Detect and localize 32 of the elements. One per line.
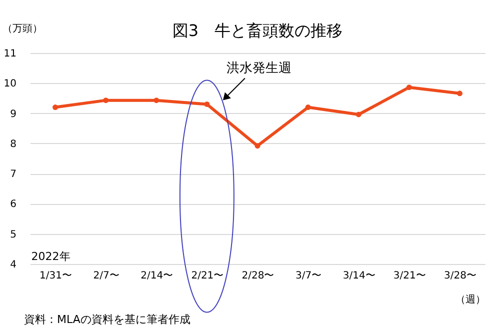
chart-title: 図3 牛と畜頭数の推移 [172, 21, 343, 40]
y-tick-label: 11 [4, 48, 16, 60]
x-tick-label: 3/21〜 [393, 270, 426, 282]
y-tick-label: 7 [10, 169, 16, 180]
y-tick-label: 5 [10, 229, 16, 240]
y-tick-label: 6 [10, 199, 16, 210]
y-tick-label: 8 [10, 138, 16, 150]
x-tick-label: 1/31〜 [40, 270, 72, 282]
point [406, 84, 412, 90]
x-tick-label: 3/28〜 [444, 270, 476, 282]
y-tick-label: 10 [4, 78, 16, 90]
annotation: 2022年 [31, 249, 70, 264]
point [305, 104, 311, 110]
x-tick-label: 2/14〜 [140, 270, 174, 282]
point [254, 143, 260, 149]
x-tick-label: 2/7〜 [93, 270, 120, 282]
y-axis-title: （万頭） [2, 24, 42, 34]
point [52, 104, 58, 110]
point [204, 102, 210, 107]
x-axis-title: （週） [456, 294, 486, 306]
text: 資料：MLAの資料を基に筆者作成 [24, 312, 190, 327]
x-tick-label: 2/21〜 [191, 270, 224, 282]
point [356, 112, 362, 118]
y-tick-label: 4 [10, 260, 16, 270]
y-tick-label: 9 [10, 108, 16, 120]
x-tick-label: 3/7〜 [296, 270, 322, 282]
x-tick-label: 3/14〜 [342, 270, 376, 282]
annotation: 洪水発生週 [226, 61, 292, 76]
point [154, 98, 160, 104]
point [103, 98, 109, 104]
x-tick-label: 2/28〜 [242, 270, 274, 282]
point [456, 90, 462, 96]
